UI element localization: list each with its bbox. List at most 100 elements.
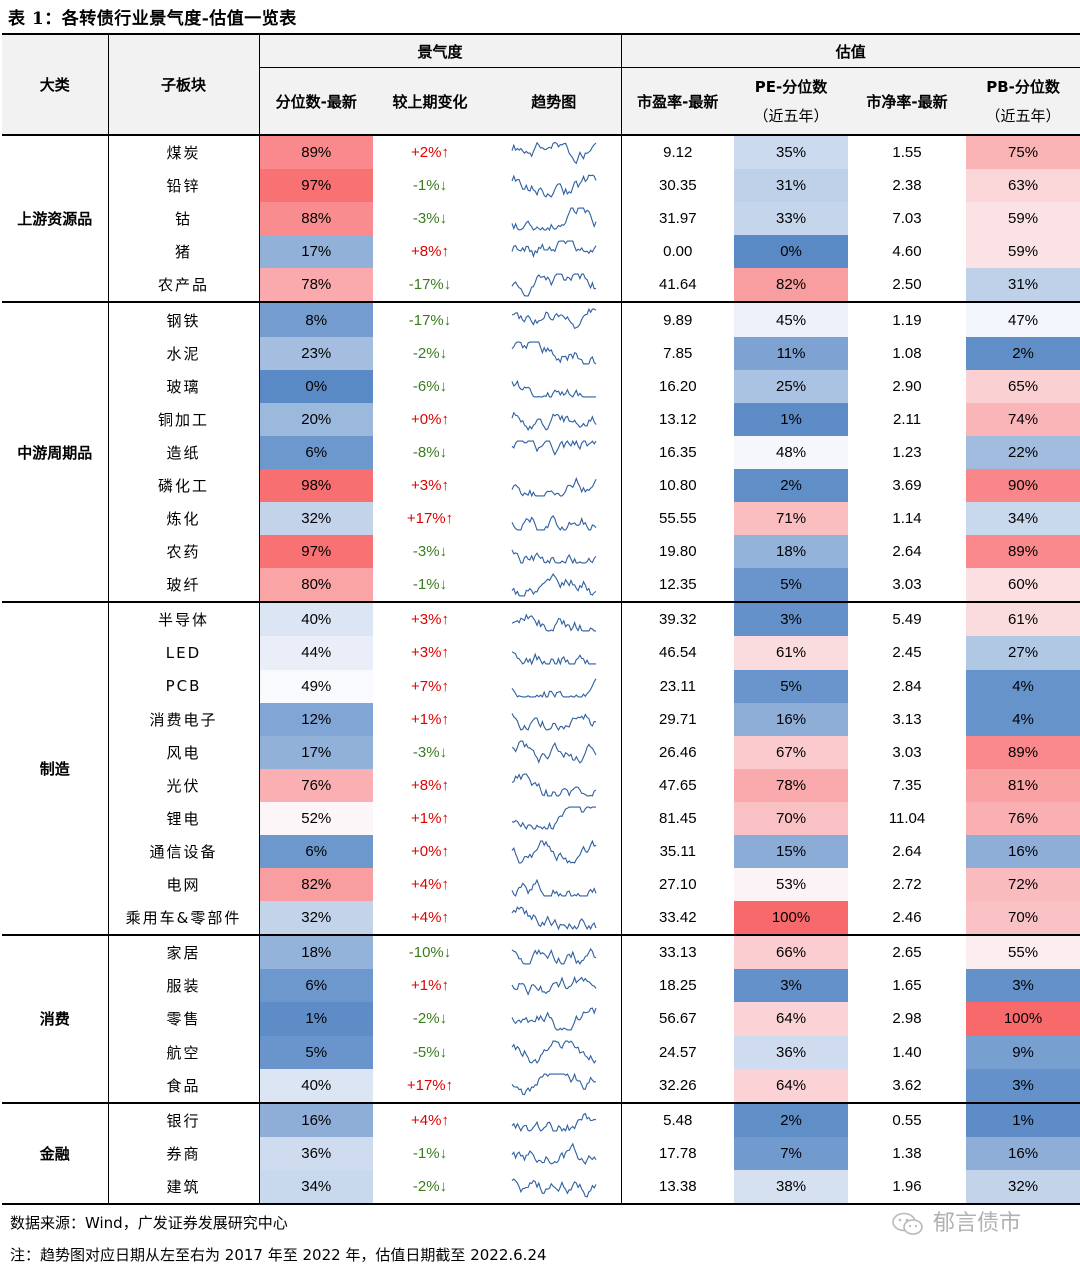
trend-sparkline bbox=[487, 337, 621, 370]
change-cell: -3%↓ bbox=[412, 743, 448, 761]
pct-latest-cell: 98% bbox=[258, 468, 373, 503]
pb-pct-cell: 4% bbox=[966, 702, 1080, 736]
change-cell: -5%↓ bbox=[412, 1043, 448, 1061]
change-cell: +8%↑ bbox=[411, 243, 449, 261]
table-row: 农药 97% -3%↓ 19.80 18% 2.64 89% bbox=[2, 535, 1080, 569]
pb-pct-cell: 55% bbox=[966, 935, 1080, 970]
pct-latest-cell: 12% bbox=[258, 702, 373, 736]
table-row: 金融 银行 16% +4%↑ 5.48 2% 0.55 1% bbox=[2, 1102, 1080, 1206]
pe-cell: 56.67 bbox=[620, 1002, 735, 1036]
table-row: 通信设备 6% +0%↑ 35.11 15% 2.64 16% bbox=[2, 834, 1080, 869]
change-cell: -2%↓ bbox=[373, 1169, 487, 1206]
change-cell: +17%↑ bbox=[406, 510, 454, 528]
note-text: 注：趋势图对应日期从左至右为 2017 年至 2022 年，估值日期截至 202… bbox=[10, 1246, 547, 1264]
change-cell: +17%↑ bbox=[373, 1068, 487, 1104]
table-row: 锂电 52% +1%↑ 81.45 70% 11.04 76% bbox=[2, 801, 1080, 835]
pct-latest-cell: 40% bbox=[258, 1068, 373, 1104]
table-row: 铅锌 97% -1%↓ 30.35 31% 2.38 63% bbox=[2, 169, 1080, 203]
pe-pct-cell: 82% bbox=[734, 268, 849, 304]
subsector-cell: PCB bbox=[107, 669, 259, 703]
pb-cell: 1.55 bbox=[892, 144, 922, 162]
change-cell: -3%↓ bbox=[412, 210, 448, 228]
pe-pct-cell: 1% bbox=[734, 402, 849, 436]
subsector-cell: 磷化工 bbox=[107, 468, 259, 503]
pb-pct-cell: 16% bbox=[966, 834, 1080, 869]
pb-cell: 2.45 bbox=[892, 644, 922, 662]
subsector-cell: 炼化 bbox=[107, 502, 259, 536]
pb-pct-cell: 1% bbox=[966, 1102, 1080, 1137]
table-row: 玻璃 0% -6%↓ 16.20 25% 2.90 65% bbox=[2, 369, 1080, 403]
pe-cell: 32.26 bbox=[620, 1068, 735, 1104]
change-cell: -2%↓ bbox=[412, 344, 448, 362]
header-change: 较上期变化 bbox=[373, 67, 487, 136]
pe-cell: 10.80 bbox=[620, 468, 735, 503]
subsector-cell: 玻璃 bbox=[107, 369, 259, 403]
source-text: 数据来源：Wind，广发证券发展研究中心 bbox=[10, 1214, 288, 1232]
pct-latest-cell: 52% bbox=[258, 801, 373, 835]
table-row: 航空 5% -5%↓ 24.57 36% 1.40 9% bbox=[2, 1035, 1080, 1069]
pct-latest-cell: 17% bbox=[258, 735, 373, 769]
pe-pct-cell: 70% bbox=[734, 801, 849, 835]
pe-pct-cell: 3% bbox=[734, 602, 849, 637]
pb-cell: 5.49 bbox=[892, 611, 922, 629]
pe-cell: 7.85 bbox=[620, 336, 735, 370]
pb-pct-cell: 2% bbox=[966, 336, 1080, 370]
pb-pct-cell: 34% bbox=[966, 502, 1080, 536]
subsector-cell: 钢铁 bbox=[107, 302, 259, 337]
pe-cell: 31.97 bbox=[620, 202, 735, 236]
table-row: 钴 88% -3%↓ 31.97 33% 7.03 59% bbox=[2, 202, 1080, 236]
category-cell: 金融 bbox=[2, 1102, 108, 1206]
table-row: 铜加工 20% +0%↑ 13.12 1% 2.11 74% bbox=[2, 402, 1080, 436]
pb-pct-cell: 32% bbox=[966, 1169, 1080, 1206]
pct-latest-cell: 0% bbox=[258, 369, 373, 403]
trend-sparkline bbox=[487, 868, 621, 901]
pb-cell: 2.46 bbox=[848, 901, 967, 937]
pb-pct-cell: 76% bbox=[966, 801, 1080, 835]
pb-cell: 7.35 bbox=[892, 776, 922, 794]
subsector-cell: 家居 bbox=[107, 935, 259, 970]
table-row: 乘用车&零部件 32% +4%↑ 33.42 100% 2.46 70% bbox=[2, 901, 1080, 937]
trend-sparkline bbox=[487, 835, 621, 868]
category-cell: 上游资源品 bbox=[2, 135, 108, 304]
subsector-cell: 通信设备 bbox=[107, 834, 259, 869]
subsector-cell: 农产品 bbox=[107, 268, 259, 304]
trend-sparkline bbox=[487, 1068, 622, 1104]
pe-cell: 9.12 bbox=[620, 135, 735, 170]
trend-sparkline bbox=[487, 703, 621, 736]
table-row: 制造 半导体 40% +3%↑ 39.32 3% 5.49 61% bbox=[2, 602, 1080, 937]
trend-sparkline bbox=[487, 568, 622, 604]
trend-sparkline bbox=[487, 769, 621, 802]
subsector-cell: 乘用车&零部件 bbox=[107, 901, 259, 937]
pb-pct-cell: 22% bbox=[966, 435, 1080, 469]
pb-pct-cell: 65% bbox=[966, 369, 1080, 403]
trend-sparkline bbox=[487, 502, 621, 535]
trend-sparkline bbox=[487, 901, 622, 937]
subsector-cell: 光伏 bbox=[107, 768, 259, 802]
pb-pct-cell: 3% bbox=[966, 1068, 1080, 1104]
pct-latest-cell: 78% bbox=[258, 268, 373, 304]
pe-cell: 81.45 bbox=[620, 801, 735, 835]
pct-latest-cell: 17% bbox=[258, 235, 373, 269]
category-cell: 消费 bbox=[2, 935, 108, 1104]
pe-pct-cell: 45% bbox=[734, 302, 849, 337]
pct-latest-cell: 1% bbox=[258, 1002, 373, 1036]
change-cell: +4%↑ bbox=[373, 901, 487, 937]
pe-cell: 16.35 bbox=[620, 435, 735, 469]
table-row: 光伏 76% +8%↑ 47.65 78% 7.35 81% bbox=[2, 768, 1080, 802]
trend-sparkline bbox=[487, 1137, 621, 1170]
pb-cell: 3.62 bbox=[848, 1068, 967, 1104]
trend-sparkline bbox=[487, 602, 621, 636]
pct-latest-cell: 97% bbox=[258, 535, 373, 569]
pb-cell: 2.64 bbox=[892, 543, 922, 561]
pct-latest-cell: 97% bbox=[258, 169, 373, 203]
change-cell: -3%↓ bbox=[412, 543, 448, 561]
header-subsector: 子板块 bbox=[107, 33, 259, 136]
table-row: 农产品 78% -17%↓ 41.64 82% 2.50 31% bbox=[2, 268, 1080, 304]
pct-latest-cell: 18% bbox=[258, 935, 373, 970]
trend-sparkline bbox=[487, 1002, 621, 1035]
pct-latest-cell: 8% bbox=[258, 302, 373, 337]
pe-pct-cell: 2% bbox=[734, 1102, 849, 1137]
trend-sparkline bbox=[487, 469, 621, 502]
pe-cell: 5.48 bbox=[620, 1102, 735, 1137]
subsector-cell: 煤炭 bbox=[107, 135, 259, 170]
